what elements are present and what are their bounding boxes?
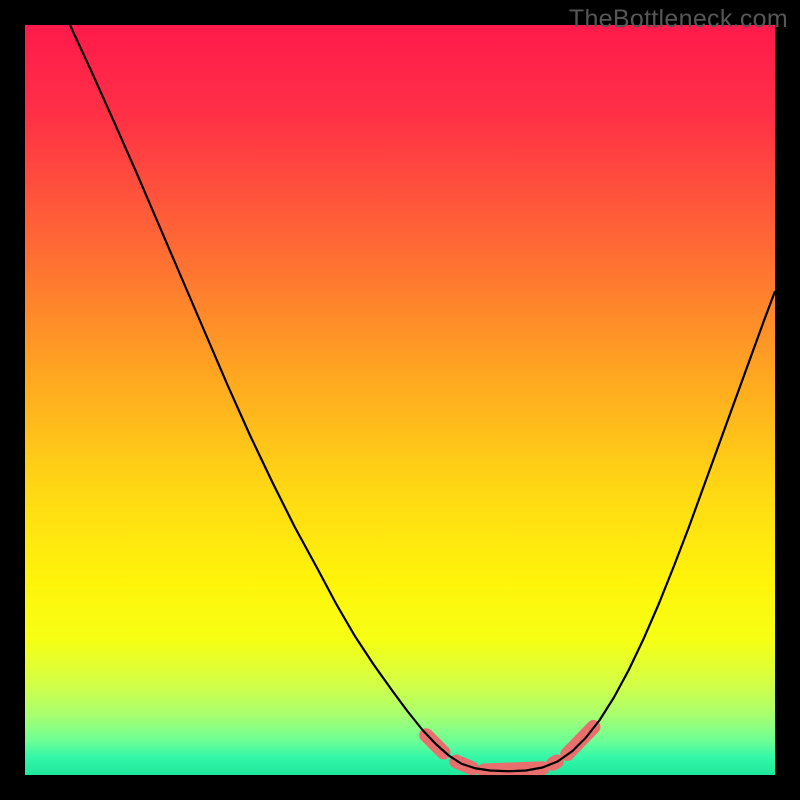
plot-area xyxy=(25,25,775,775)
gradient-background xyxy=(25,25,775,775)
chart-frame: TheBottleneck.com xyxy=(0,0,800,800)
watermark-text: TheBottleneck.com xyxy=(569,5,788,34)
